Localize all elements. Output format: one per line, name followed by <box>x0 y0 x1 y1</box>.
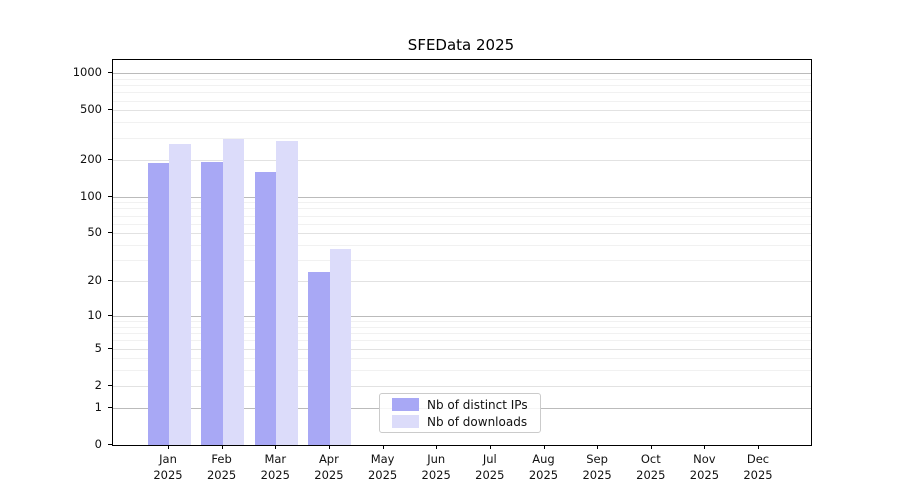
y-axis-label: 500 <box>80 102 102 117</box>
y-axis-tick <box>108 444 112 445</box>
x-axis-tick <box>758 445 759 449</box>
gridline-minor <box>113 358 811 360</box>
gridline-minor <box>113 122 811 124</box>
gridline-major <box>113 159 811 161</box>
plot-area <box>112 59 812 446</box>
y-axis-label: 5 <box>94 340 102 355</box>
gridline-major <box>113 233 811 235</box>
y-axis-tick <box>108 280 112 282</box>
x-axis-tick <box>489 445 491 449</box>
x-axis-tick <box>650 445 652 449</box>
y-axis-label: 100 <box>80 188 102 203</box>
y-axis-tick <box>108 109 112 111</box>
gridline-minor <box>113 100 811 102</box>
legend-item-distinct-ips: Nb of distinct IPs <box>380 398 540 412</box>
x-axis-label: Jul 2025 <box>475 452 505 482</box>
legend-item-downloads: Nb of downloads <box>380 415 540 429</box>
bar-distinct-ips-jan <box>147 162 169 445</box>
y-axis-label: 1000 <box>72 65 102 79</box>
gridline-major <box>113 196 811 198</box>
y-axis-tick <box>108 347 112 349</box>
gridline-major <box>113 110 811 112</box>
y-axis-label: 10 <box>87 307 102 322</box>
gridline-minor <box>113 137 811 139</box>
bar-downloads-mar <box>276 141 298 445</box>
bar-downloads-feb <box>222 138 245 445</box>
gridline-minor <box>113 85 811 86</box>
gridline-minor <box>113 321 811 322</box>
y-axis-label: 1 <box>94 399 102 414</box>
y-axis-label: 0 <box>94 437 102 451</box>
gridline-major <box>113 73 811 74</box>
chart-legend: Nb of distinct IPs Nb of downloads <box>379 393 541 433</box>
gridline-major <box>113 281 811 283</box>
legend-swatch-downloads <box>392 415 419 428</box>
y-axis-tick <box>108 232 112 234</box>
x-axis-tick <box>328 445 330 449</box>
gridline-minor <box>113 245 811 247</box>
gridline-minor <box>113 326 811 328</box>
gridline-minor <box>113 92 811 94</box>
gridline-minor <box>113 370 811 372</box>
y-axis-label: 50 <box>87 225 102 240</box>
legend-label-downloads: Nb of downloads <box>427 414 528 429</box>
y-axis-tick <box>108 195 112 197</box>
y-axis-label: 200 <box>80 151 102 166</box>
x-axis-label: Dec 2025 <box>743 452 773 482</box>
bar-downloads-apr <box>329 249 352 445</box>
gridline-minor <box>113 215 811 217</box>
x-axis-label: Nov 2025 <box>689 452 720 482</box>
gridline-minor <box>113 333 811 334</box>
x-axis-tick <box>436 445 438 449</box>
x-axis-label: Apr 2025 <box>314 452 344 482</box>
bar-distinct-ips-mar <box>254 172 277 445</box>
bar-distinct-ips-apr <box>308 271 330 445</box>
bar-distinct-ips-feb <box>201 161 223 445</box>
x-axis-label: Feb 2025 <box>206 452 237 482</box>
gridline-minor <box>113 340 811 342</box>
x-axis-tick <box>168 445 169 449</box>
bar-downloads-jan <box>169 143 191 445</box>
gridline-major <box>113 315 811 317</box>
chart-title: SFEData 2025 <box>407 36 515 54</box>
x-axis-tick <box>704 445 706 449</box>
x-axis-label: Sep 2025 <box>582 452 612 482</box>
x-axis-label: Jan 2025 <box>153 452 183 482</box>
y-axis-tick <box>108 72 112 73</box>
x-axis-label: Jun 2025 <box>421 452 451 482</box>
x-axis-tick <box>275 445 277 449</box>
y-axis-tick <box>108 158 112 160</box>
x-axis-tick <box>221 445 223 449</box>
x-axis-label: Oct 2025 <box>636 452 666 482</box>
gridline-minor <box>113 223 811 225</box>
legend-swatch-distinct-ips <box>392 398 419 411</box>
y-axis-tick <box>108 406 112 408</box>
x-axis-tick <box>543 445 545 449</box>
gridline-major <box>113 385 811 387</box>
gridline-minor <box>113 78 811 80</box>
legend-label-distinct-ips: Nb of distinct IPs <box>427 397 528 412</box>
gridline-minor <box>113 260 811 262</box>
y-axis-tick <box>108 384 112 386</box>
y-axis-label: 20 <box>87 273 102 288</box>
y-axis-label: 2 <box>94 377 102 392</box>
x-axis-label: Mar 2025 <box>260 452 290 482</box>
gridline-major <box>113 348 811 350</box>
gridline-minor <box>113 202 811 204</box>
y-axis-tick <box>108 314 112 316</box>
x-axis-label: May 2025 <box>367 452 398 482</box>
x-axis-tick <box>597 445 599 449</box>
x-axis-tick <box>382 445 384 449</box>
gridline-minor <box>113 208 811 210</box>
x-axis-label: Aug 2025 <box>528 452 559 482</box>
